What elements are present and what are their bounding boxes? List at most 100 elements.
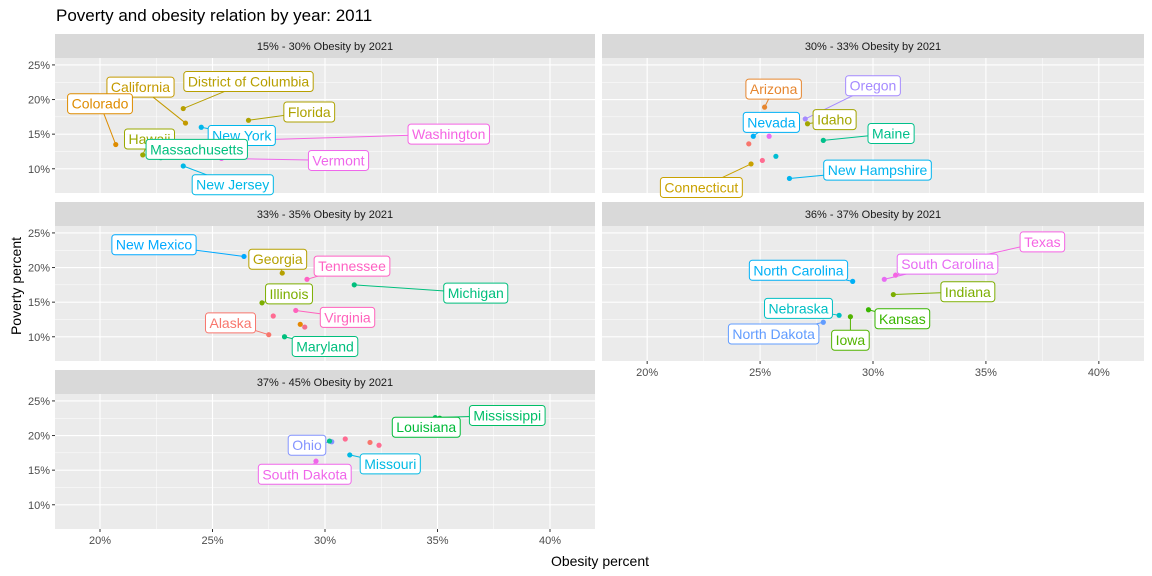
data-point — [180, 105, 186, 112]
state-label-text: Michigan — [448, 285, 504, 301]
state-label-box — [823, 159, 932, 181]
state-label-text: Maine — [872, 125, 910, 141]
state-label-box — [307, 149, 370, 171]
state-label-box — [874, 308, 931, 330]
state-label-box — [391, 416, 461, 438]
data-point — [376, 442, 382, 448]
x-tick-label: 35% — [426, 535, 448, 547]
label-layer: Arizona Oregon Idaho Nevada Maine Connecticut… — [659, 75, 932, 198]
state-label: Indiana — [940, 281, 996, 303]
state-label-text: Ohio — [292, 437, 322, 453]
state-label-box — [745, 78, 802, 100]
data-point — [245, 117, 252, 123]
state-label-text: North Carolina — [753, 262, 843, 278]
chart-title: Poverty and obesity relation by year: 20… — [56, 6, 373, 25]
state-label-text: Vermont — [312, 152, 364, 168]
state-label-text: Texas — [1024, 234, 1061, 250]
state-label-box — [468, 404, 546, 426]
x-tick-label: 40% — [539, 535, 561, 547]
state-label: South Carolina — [896, 253, 999, 275]
data-point — [804, 121, 811, 127]
state-label-box — [248, 248, 308, 270]
data-point — [266, 332, 272, 338]
state-label-text: South Dakota — [262, 466, 347, 482]
data-point — [865, 307, 872, 313]
state-label: Washington — [407, 123, 490, 145]
data-point — [241, 253, 247, 260]
state-label: Nebraska — [764, 297, 833, 319]
state-label-box — [831, 329, 870, 351]
data-point — [786, 175, 793, 182]
state-label-text: New Mexico — [116, 237, 192, 253]
state-label: Kansas — [874, 308, 931, 330]
state-label-text: Kansas — [879, 311, 926, 327]
data-point — [182, 120, 189, 126]
state-label: Connecticut — [659, 176, 743, 198]
x-tick-label: 35% — [975, 367, 997, 379]
y-tick-label: 10% — [28, 500, 50, 512]
state-label: Ohio — [287, 434, 327, 456]
state-label-text: Illinois — [270, 286, 309, 302]
state-label-text: Louisiana — [396, 419, 456, 435]
state-label-text: North Dakota — [732, 326, 815, 342]
x-tick-label: 25% — [749, 367, 771, 379]
state-label-box — [940, 281, 996, 303]
data-point — [347, 452, 353, 458]
state-label-box — [287, 434, 327, 456]
state-label: New Hampshire — [823, 159, 932, 181]
data-point — [890, 291, 896, 298]
label-layer: Mississippi Louisiana Ohio Missouri South Da… — [257, 404, 546, 485]
x-tick-label: 30% — [314, 535, 336, 547]
state-label-box — [812, 109, 857, 131]
x-tick-label: 25% — [201, 535, 223, 547]
y-tick-label: 10% — [28, 164, 50, 176]
data-point — [820, 319, 826, 325]
state-label-text: Connecticut — [664, 179, 738, 195]
facet-panel: 37% - 45% Obesity by 2021 10% 15% 20% 25% 20%… — [28, 370, 595, 547]
state-label: Massachusetts — [145, 138, 248, 160]
facet-panel: 33% - 35% Obesity by 2021 10% 15% 20% 25% New… — [28, 202, 595, 361]
facet-strip — [602, 202, 1144, 226]
state-label-box — [67, 93, 133, 115]
data-point — [773, 153, 779, 159]
state-label-text: Alaska — [209, 315, 251, 331]
data-point — [351, 282, 357, 288]
state-label: New Jersey — [191, 174, 274, 196]
data-point — [281, 334, 288, 340]
state-label: Texas — [1019, 231, 1066, 253]
state-label: Maryland — [291, 335, 359, 357]
state-label-box — [257, 463, 352, 485]
state-label-text: New Hampshire — [828, 162, 928, 178]
y-tick-label: 15% — [28, 465, 50, 477]
facet-title: 30% - 33% Obesity by 2021 — [805, 41, 941, 53]
x-tick-label: 30% — [862, 367, 884, 379]
state-label-text: Mississippi — [473, 407, 541, 423]
state-label-box — [145, 138, 248, 160]
state-label-box — [896, 253, 999, 275]
state-label: Louisiana — [391, 416, 461, 438]
state-label-box — [183, 71, 314, 93]
data-point — [304, 276, 310, 282]
state-label-text: Nebraska — [769, 300, 829, 316]
data-point — [850, 278, 856, 284]
facet-strip — [55, 202, 595, 226]
data-point — [279, 270, 285, 276]
state-label-box — [319, 306, 376, 328]
state-label: Iowa — [831, 329, 870, 351]
y-tick-label: 20% — [28, 431, 50, 443]
state-label-text: Arizona — [750, 81, 798, 97]
state-label-text: South Carolina — [901, 256, 994, 272]
state-label-text: Missouri — [364, 456, 416, 472]
facet-strip — [602, 34, 1144, 58]
state-label: North Carolina — [748, 259, 849, 281]
data-point — [748, 161, 754, 167]
data-point — [892, 272, 899, 278]
data-point — [836, 312, 842, 318]
state-label-text: Maryland — [296, 338, 354, 354]
state-label-box — [748, 259, 849, 281]
state-label-box — [659, 176, 743, 198]
state-label-text: Florida — [288, 104, 331, 120]
facet-panel: 15% - 30% Obesity by 2021 10% 15% 20% 25% Cal… — [28, 34, 595, 196]
state-label-box — [407, 123, 490, 145]
label-layer: New Mexico Georgia Tennessee Michigan Illino… — [111, 234, 509, 357]
